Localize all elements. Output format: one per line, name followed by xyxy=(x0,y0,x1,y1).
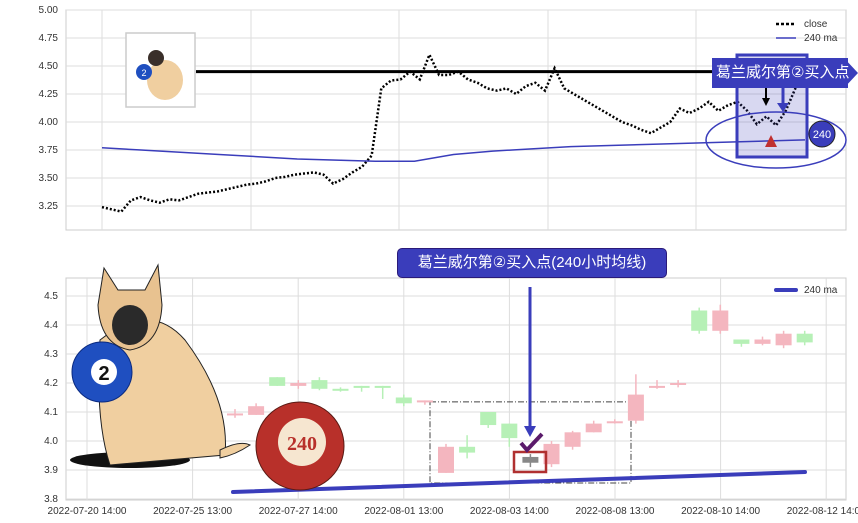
black-arrow-head-icon xyxy=(762,98,770,106)
candle-body xyxy=(606,421,623,424)
dog-thumbnail-ball xyxy=(136,64,152,80)
dog-muzzle xyxy=(112,305,148,345)
ma-240-line xyxy=(231,470,807,495)
y-tick-label: 4.5 xyxy=(44,291,58,302)
x-tick-label: 2022-08-10 14:00 xyxy=(681,506,760,517)
candle-body xyxy=(269,377,286,386)
candle-body xyxy=(522,456,539,463)
candle-body xyxy=(227,413,243,416)
ma-badge xyxy=(808,120,836,148)
bottom-annotation-banner: 葛兰威尔第②买入点(240小时均线) xyxy=(397,248,667,278)
dog-thumbnail-ball-label: 2 xyxy=(141,68,146,78)
y-tick-label: 4.1 xyxy=(44,407,58,418)
candle-body xyxy=(796,333,813,343)
x-tick-label: 2022-07-25 13:00 xyxy=(153,506,232,517)
buy-triangle-icon xyxy=(765,135,777,147)
y-tick-label: 4.75 xyxy=(39,33,59,44)
x-tick-label: 2022-08-03 14:00 xyxy=(470,506,549,517)
candle-body xyxy=(585,423,602,433)
candle-body xyxy=(712,310,729,331)
candle-body xyxy=(395,397,412,404)
candle-body xyxy=(627,394,644,421)
check-mark-icon xyxy=(519,432,544,453)
candle-body xyxy=(543,443,560,465)
top-plot-area xyxy=(65,9,847,231)
candle-body xyxy=(353,385,370,388)
y-tick-label: 3.9 xyxy=(44,465,58,476)
candle-body xyxy=(480,412,497,426)
y-tick-label: 4.2 xyxy=(44,378,58,389)
close-series-line xyxy=(101,51,807,213)
y-tick-label: 4.00 xyxy=(39,117,59,128)
dog-tail xyxy=(219,442,251,459)
y-tick-label: 4.4 xyxy=(44,320,58,331)
candle-body xyxy=(501,423,518,439)
y-tick-label: 3.75 xyxy=(39,145,59,156)
ma-240-series-line xyxy=(101,139,806,162)
top-annotation-banner: 葛兰威尔第②买入点 xyxy=(712,58,849,88)
dog-thumbnail-body xyxy=(147,60,183,100)
candle-body xyxy=(311,380,328,389)
candle-body xyxy=(459,446,476,453)
blue-arrow-head-icon xyxy=(524,426,536,437)
candle-body xyxy=(248,406,265,415)
x-tick-label: 2022-08-08 13:00 xyxy=(576,506,655,517)
x-tick-label: 2022-07-27 14:00 xyxy=(259,506,338,517)
y-tick-label: 3.50 xyxy=(39,173,59,184)
legend-close-label: close xyxy=(804,19,828,30)
y-tick-label: 4.25 xyxy=(39,89,59,100)
legend-ma-label: 240 ma xyxy=(804,33,838,44)
ball-240-label: 240 xyxy=(287,433,317,455)
candle-body xyxy=(332,388,349,391)
candle-body xyxy=(438,446,454,473)
dog-thumbnail-head xyxy=(148,50,164,66)
y-tick-label: 3.8 xyxy=(44,494,58,505)
y-tick-label: 3.25 xyxy=(39,201,59,212)
buy-point-box xyxy=(512,450,548,474)
candle-body xyxy=(649,385,665,388)
ma-ellipse xyxy=(705,111,847,169)
ball-two-label: 2 xyxy=(98,363,109,385)
y-tick-label: 5.00 xyxy=(39,5,59,16)
x-tick-label: 2022-08-12 14:00 xyxy=(787,506,858,517)
y-tick-label: 4.0 xyxy=(44,436,58,447)
candle-body xyxy=(670,383,687,385)
x-tick-label: 2022-08-01 13:00 xyxy=(364,506,443,517)
candle-body xyxy=(775,333,792,346)
y-tick-label: 4.3 xyxy=(44,349,58,360)
ball-two-face xyxy=(91,359,117,385)
candle-body xyxy=(374,385,391,388)
candle-body xyxy=(691,310,708,331)
candle-body xyxy=(754,339,771,344)
candle-body xyxy=(416,400,433,403)
candle-body xyxy=(290,383,307,386)
x-tick-label: 2022-07-20 14:00 xyxy=(48,506,127,517)
blue-arrow-head-icon xyxy=(777,103,789,112)
ma-badge-label: 240 xyxy=(813,129,831,141)
candle-body xyxy=(564,432,581,447)
legend-ma-label: 240 ma xyxy=(804,285,838,296)
ball-240-face xyxy=(278,418,326,466)
y-tick-label: 4.50 xyxy=(39,61,59,72)
candle-body xyxy=(733,339,750,344)
